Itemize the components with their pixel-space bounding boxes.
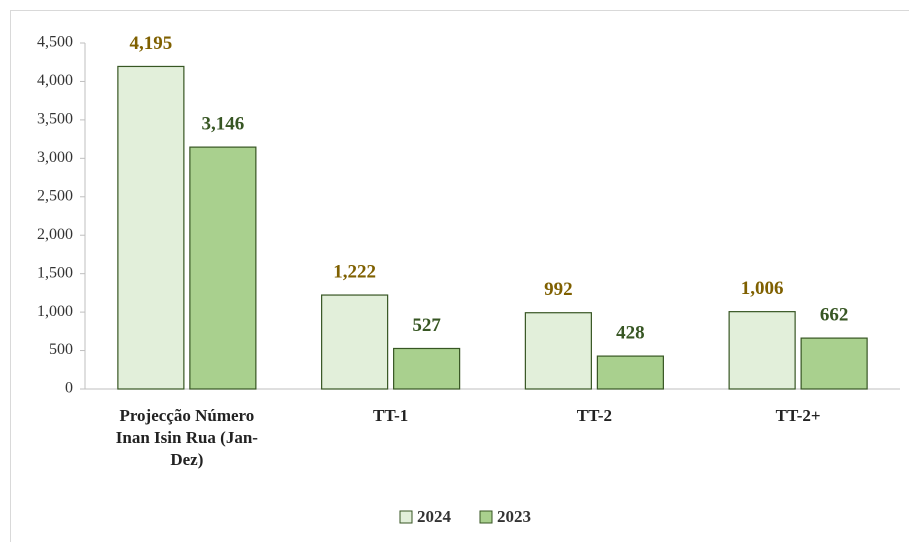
x-tick-label: TT-2 — [576, 406, 613, 425]
chart-frame — [10, 10, 909, 542]
y-tick-label: 500 — [49, 341, 73, 358]
y-tick-label: 0 — [65, 380, 73, 397]
data-label: 428 — [616, 322, 645, 343]
y-tick-label: 3,500 — [37, 111, 73, 128]
y-tick-label: 1,500 — [37, 264, 73, 281]
bar — [596, 355, 664, 390]
bar — [800, 337, 868, 390]
data-label: 992 — [544, 279, 573, 300]
y-tick-label: 2,000 — [37, 226, 73, 243]
x-tick-label: TT-1 — [372, 406, 409, 425]
bar — [728, 311, 796, 390]
x-tick-label: Projecção Número Inan Isin Rua (Jan-Dez) — [115, 406, 258, 469]
legend-label: 2023 — [497, 507, 531, 526]
bar — [189, 146, 257, 390]
y-tick-label: 4,500 — [37, 34, 73, 51]
data-label: 1,006 — [741, 278, 784, 299]
data-label: 4,195 — [130, 33, 173, 54]
legend-swatch — [399, 510, 413, 524]
y-tick-label: 1,000 — [37, 303, 73, 320]
bar — [117, 65, 185, 390]
data-label: 3,146 — [202, 113, 245, 134]
data-label: 527 — [412, 315, 441, 336]
data-label: 662 — [820, 304, 849, 325]
x-tick-label: TT-2+ — [775, 406, 821, 425]
legend-label: 2024 — [417, 507, 452, 526]
legend-swatch — [479, 510, 493, 524]
y-tick-label: 3,000 — [37, 149, 73, 166]
bar — [524, 312, 592, 390]
data-label: 1,222 — [333, 261, 376, 282]
y-tick-label: 2,500 — [37, 187, 73, 204]
bar — [393, 347, 461, 390]
y-tick-label: 4,000 — [37, 72, 73, 89]
bar — [321, 294, 389, 390]
